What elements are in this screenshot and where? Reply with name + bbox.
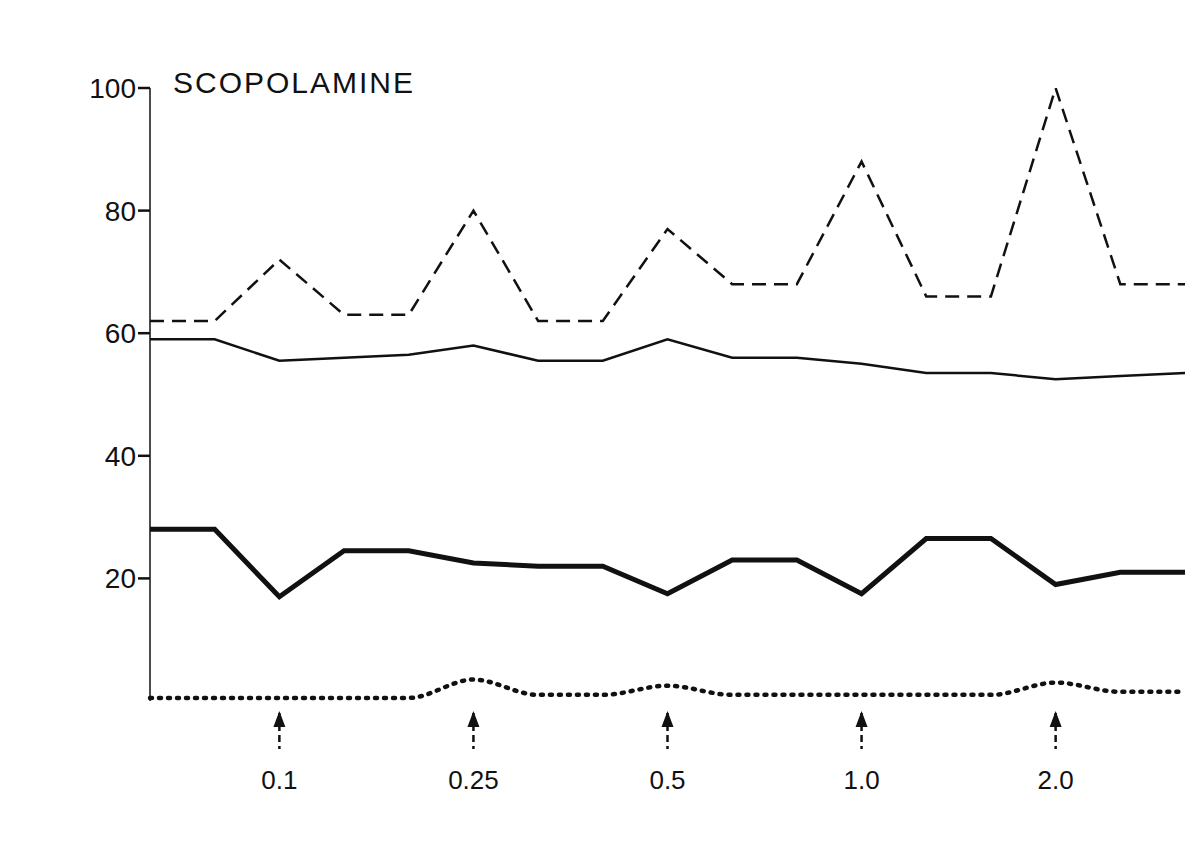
svg-text:2.0: 2.0 (1038, 765, 1074, 795)
svg-text:0.1: 0.1 (261, 765, 297, 795)
svg-text:0.5: 0.5 (649, 765, 685, 795)
svg-text:60: 60 (105, 318, 136, 349)
svg-text:20: 20 (105, 563, 136, 594)
svg-text:100: 100 (89, 73, 136, 104)
svg-text:80: 80 (105, 196, 136, 227)
html-text:SCOPOLAMINE: SCOPOLAMINE (173, 66, 416, 99)
svg-text:40: 40 (105, 441, 136, 472)
svg-text:0.25: 0.25 (448, 765, 499, 795)
svg-text:1.0: 1.0 (843, 765, 879, 795)
